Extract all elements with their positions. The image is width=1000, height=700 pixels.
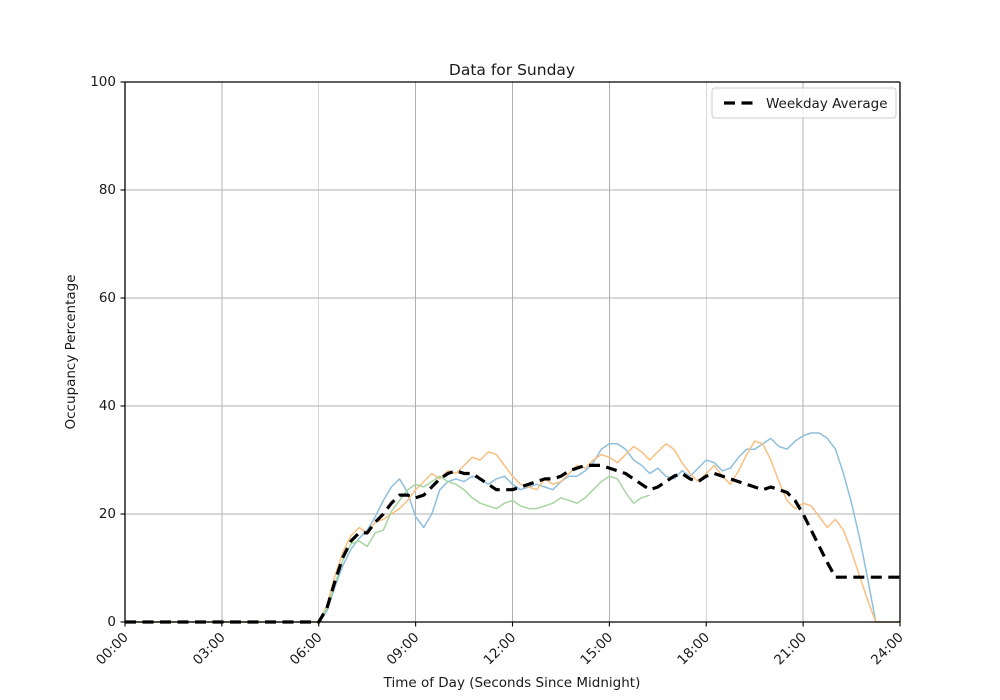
- chart-legend[interactable]: Weekday Average: [711, 87, 897, 119]
- chart-title: Data for Sunday: [449, 61, 575, 79]
- legend-label-weekday-average: Weekday Average: [766, 96, 888, 112]
- y-tick-label: 40: [99, 398, 116, 414]
- grid-lines: [125, 81, 900, 622]
- weekday-average-line: [125, 463, 900, 624]
- y-tick-label: 0: [107, 614, 116, 630]
- y-tick-label: 100: [90, 74, 116, 90]
- y-axis-label: Occupancy Percentage: [63, 274, 79, 429]
- y-tick-label: 60: [99, 290, 116, 306]
- x-axis-label: Time of Day (Seconds Since Midnight): [383, 675, 641, 691]
- y-tick-label: 80: [99, 182, 116, 198]
- legend-box: [711, 87, 897, 119]
- weekday-average-path: [125, 463, 900, 624]
- y-tick-label: 20: [99, 506, 116, 522]
- day-trace-orange: [125, 440, 900, 623]
- day-trace-blue: [125, 432, 900, 623]
